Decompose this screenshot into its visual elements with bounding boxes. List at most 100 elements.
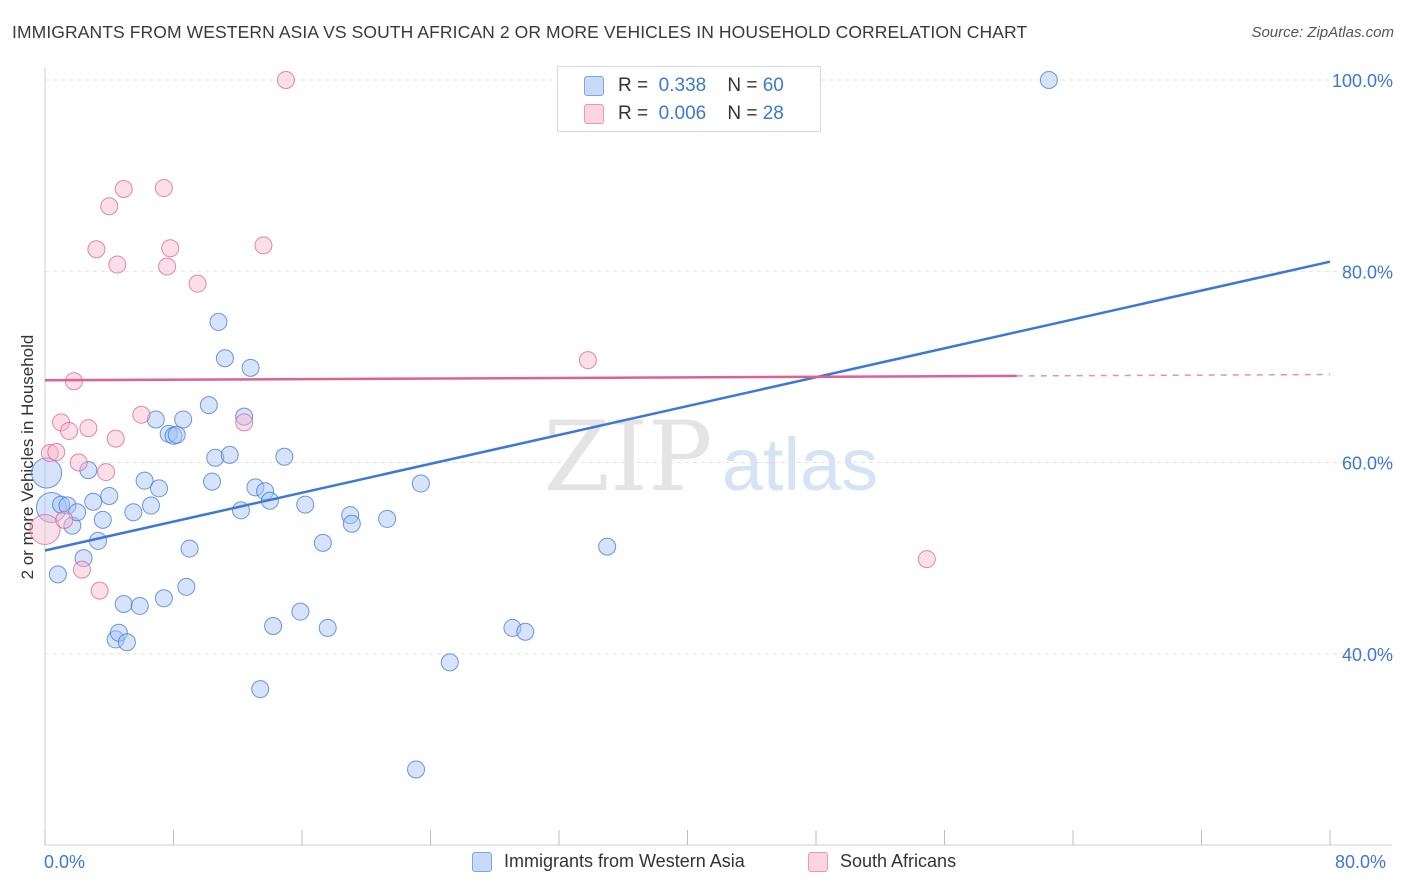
blue-point [203,472,222,491]
pink-point [79,419,98,438]
pink-point [100,197,119,216]
pink-point [578,351,597,370]
blue-point [411,474,430,493]
source-credit: Source: ZipAtlas.com [1251,24,1394,41]
blue-point [146,410,165,429]
blue-point [1039,71,1058,89]
pink-point [132,405,151,424]
bottom-legend-swatch-blue [472,851,492,872]
blue-point [296,495,315,514]
blue-point [48,565,67,584]
blue-point [256,482,275,501]
blue-point [142,496,161,515]
pink-point [40,443,59,462]
blue-point [52,495,71,514]
pink-point [158,257,177,276]
blue-point [117,633,136,652]
blue-point [79,461,98,480]
blue-point [220,445,239,464]
pink-point [154,179,173,198]
blue-point [516,622,535,641]
blue-point [291,602,310,621]
blue-point [135,471,154,490]
blue-point [246,478,265,497]
pink-point [29,513,61,545]
pink-point [161,239,180,258]
legend-n-label: N = [727,75,758,96]
blue-point [378,509,397,528]
legend-row-series2: R = 0.006 N = 28 [584,101,784,127]
axes [44,68,1392,846]
pink-point [97,463,116,482]
chart-title: IMMIGRANTS FROM WESTERN ASIA VS SOUTH AF… [12,22,1028,42]
pink-point [235,413,254,432]
watermark-atlas: atlas [722,423,878,506]
blue-point [241,358,260,377]
blue-point [342,514,361,533]
blue-point [180,539,199,558]
legend-r-label: R = [618,75,649,96]
blue-point [209,312,228,331]
pink-point [69,453,88,472]
legend-r-value: 0.006 [658,103,707,124]
pink-point [60,421,79,440]
stats-legend: R = 0.338 N = 60 R = 0.006 N = 28 [557,66,821,132]
pink-point [90,581,109,600]
blue-trend-line [44,260,1331,552]
blue-point [124,503,143,522]
bottom-legend-series1: Immigrants from Western Asia [472,851,745,872]
pink-trend-line [44,374,1017,382]
pink-point [114,180,133,199]
bottom-legend-label: Immigrants from Western Asia [504,851,745,871]
blue-point [167,425,186,444]
blue-point [150,479,169,498]
legend-n-label: N = [727,103,758,124]
y-tick-labels: 40.0% 60.0% 80.0% 100.0% [1332,71,1393,665]
watermark: ZIP atlas [543,401,878,513]
y-tick-label: 40.0% [1342,645,1393,665]
watermark-zip: ZIP [543,401,712,513]
blue-point [407,760,426,779]
blue-point [313,533,332,552]
legend-r-label: R = [618,103,649,124]
y-tick-label: 60.0% [1342,454,1393,474]
blue-point [100,486,119,505]
legend-swatch-pink [584,104,604,124]
blue-point [84,492,103,511]
bottom-legend-series2: South Africans [808,851,956,872]
pink-point [55,510,74,529]
pink-point [276,71,295,89]
pink-point [106,429,125,448]
pink-point [72,560,91,579]
pink-point [108,255,127,274]
blue-point [264,617,283,636]
pink-point [47,442,66,461]
legend-n-value: 28 [762,103,784,124]
x-tick-label-min: 0.0% [44,852,86,872]
blue-point [31,457,63,489]
blue-point [154,589,173,608]
series-pink-points [29,71,936,600]
pink-trend-dashed [1016,373,1331,377]
legend-n-value: 60 [762,75,784,96]
y-tick-label: 80.0% [1342,262,1393,282]
blue-point [74,549,93,568]
pink-point [254,236,273,255]
pink-point [917,550,936,569]
trend-lines [44,260,1331,552]
blue-point [251,680,270,699]
blue-point [177,577,196,596]
x-tick-label-max: 80.0% [1335,852,1387,872]
y-tick-label: 100.0% [1332,71,1393,91]
blue-point [58,496,77,515]
pink-point [188,274,207,293]
blue-point [235,407,254,426]
blue-point [174,410,193,429]
grid-lines [45,79,1392,655]
legend-swatch-blue [584,76,604,96]
blue-point [598,537,617,556]
bottom-legend-label: South Africans [840,851,957,871]
blue-point [114,595,133,614]
blue-point [130,596,149,615]
